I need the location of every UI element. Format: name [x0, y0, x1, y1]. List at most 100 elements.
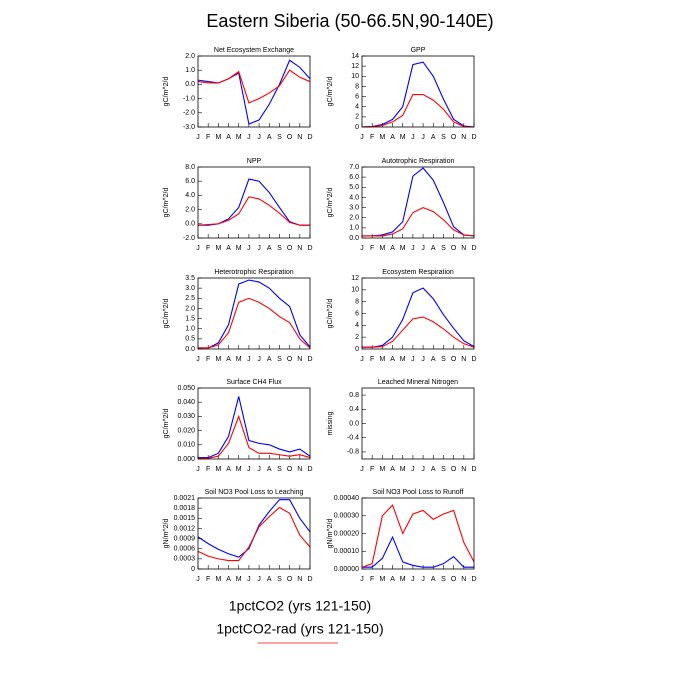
y-tick-label: 0.0: [349, 235, 359, 242]
x-tick-label: J: [247, 245, 251, 252]
x-tick-label: M: [379, 356, 385, 363]
x-tick-label: D: [307, 356, 312, 363]
y-axis-label: gC/m^2/d: [327, 77, 334, 107]
x-tick-label: J: [360, 245, 364, 252]
x-tick-label: O: [287, 576, 293, 583]
y-tick-label: 0.00000: [334, 566, 359, 573]
y-tick-label: 2: [355, 114, 359, 121]
x-tick-label: A: [226, 576, 231, 583]
y-tick-label: -0.8: [347, 449, 359, 456]
x-tick-label: N: [297, 134, 302, 141]
x-tick-label: F: [206, 245, 210, 252]
x-tick-label: F: [206, 466, 210, 473]
x-tick-label: O: [287, 245, 293, 252]
x-tick-label: J: [411, 134, 415, 141]
legend-label: 1pctCO2 (yrs 121-150): [229, 598, 371, 614]
x-tick-label: D: [471, 356, 476, 363]
x-tick-label: J: [421, 356, 425, 363]
x-tick-label: J: [196, 356, 200, 363]
x-tick-label: A: [267, 356, 272, 363]
series-line: [361, 504, 475, 568]
x-tick-label: O: [451, 356, 457, 363]
plot-frame: [361, 55, 475, 128]
x-tick-label: F: [370, 576, 374, 583]
y-tick-label: 0.0015: [174, 515, 196, 522]
y-tick-label: 5.0: [349, 184, 359, 191]
series-line: [362, 287, 475, 348]
x-tick-label: O: [451, 134, 457, 141]
x-tick-label: F: [370, 245, 374, 252]
x-tick-label: D: [307, 245, 312, 252]
y-tick-label: -2.0: [183, 110, 195, 117]
y-tick-label: 0: [191, 566, 195, 573]
x-tick-label: N: [297, 576, 302, 583]
y-tick-label: 0.0009: [174, 535, 196, 542]
y-tick-label: 0: [355, 124, 359, 131]
x-tick-label: M: [236, 466, 242, 473]
panel-title: GPP: [411, 47, 426, 54]
panel-title: Heterotrophic Respiration: [214, 269, 293, 276]
series-line: [362, 167, 475, 237]
x-tick-label: O: [451, 576, 457, 583]
plot-frame: [197, 497, 311, 570]
plot-frame: [197, 55, 311, 128]
x-tick-label: M: [400, 134, 406, 141]
x-tick-label: M: [215, 356, 221, 363]
y-tick-label: 0.0: [185, 81, 195, 88]
x-tick-label: J: [196, 245, 200, 252]
x-tick-label: D: [307, 466, 312, 473]
y-tick-label: 0.00020: [334, 530, 359, 537]
y-tick-label: 8: [355, 83, 359, 90]
y-tick-label: 3.0: [185, 285, 195, 292]
plot-frame: [361, 497, 475, 570]
y-tick-label: 12: [351, 275, 359, 282]
x-tick-label: J: [257, 245, 261, 252]
y-tick-label: -3.0: [183, 124, 195, 131]
plot-frame: [361, 277, 475, 350]
y-tick-label: 0.0006: [174, 546, 196, 553]
y-tick-label: 2.0: [349, 215, 359, 222]
series-line: [197, 506, 311, 562]
x-tick-label: M: [215, 576, 221, 583]
plot-frame: [361, 387, 475, 460]
series-line: [198, 279, 311, 349]
x-tick-label: F: [370, 356, 374, 363]
plot-frame: [197, 277, 311, 350]
x-tick-label: D: [471, 245, 476, 252]
y-tick-label: 0.0: [185, 221, 195, 228]
x-tick-label: S: [441, 466, 446, 473]
x-tick-label: D: [471, 134, 476, 141]
x-tick-label: M: [400, 356, 406, 363]
y-axis-label: missing: [327, 412, 334, 436]
x-tick-label: M: [400, 466, 406, 473]
y-tick-label: 0.000: [177, 456, 195, 463]
panel-title: NPP: [247, 158, 262, 165]
x-tick-label: A: [431, 356, 436, 363]
x-tick-label: J: [360, 576, 364, 583]
x-tick-label: F: [206, 576, 210, 583]
y-tick-label: 0: [355, 346, 359, 353]
y-axis-label: gC/m^2/d: [163, 77, 170, 107]
panel-title: Soil NO3 Pool Loss to Runoff: [373, 489, 464, 496]
x-tick-label: N: [461, 576, 466, 583]
x-tick-label: S: [441, 576, 446, 583]
y-axis-label: gN/m^2/d: [163, 519, 170, 549]
legend-label: 1pctCO2-rad (yrs 121-150): [216, 621, 383, 637]
y-axis-label: gC/m^2/d: [163, 299, 170, 329]
y-tick-label: 0.040: [177, 399, 195, 406]
x-tick-label: D: [471, 576, 476, 583]
y-tick-label: -0.4: [347, 435, 359, 442]
x-tick-label: O: [287, 466, 293, 473]
y-tick-label: 0.8: [349, 392, 359, 399]
y-tick-label: 1.0: [185, 67, 195, 74]
x-tick-label: J: [196, 466, 200, 473]
x-tick-label: M: [215, 134, 221, 141]
y-tick-label: 0.020: [177, 427, 195, 434]
x-tick-label: A: [226, 356, 231, 363]
series-line: [361, 61, 475, 128]
y-tick-label: 3.5: [185, 275, 195, 282]
x-tick-label: J: [421, 576, 425, 583]
x-tick-label: J: [196, 134, 200, 141]
y-tick-label: 12: [351, 63, 359, 70]
x-tick-label: S: [277, 576, 282, 583]
